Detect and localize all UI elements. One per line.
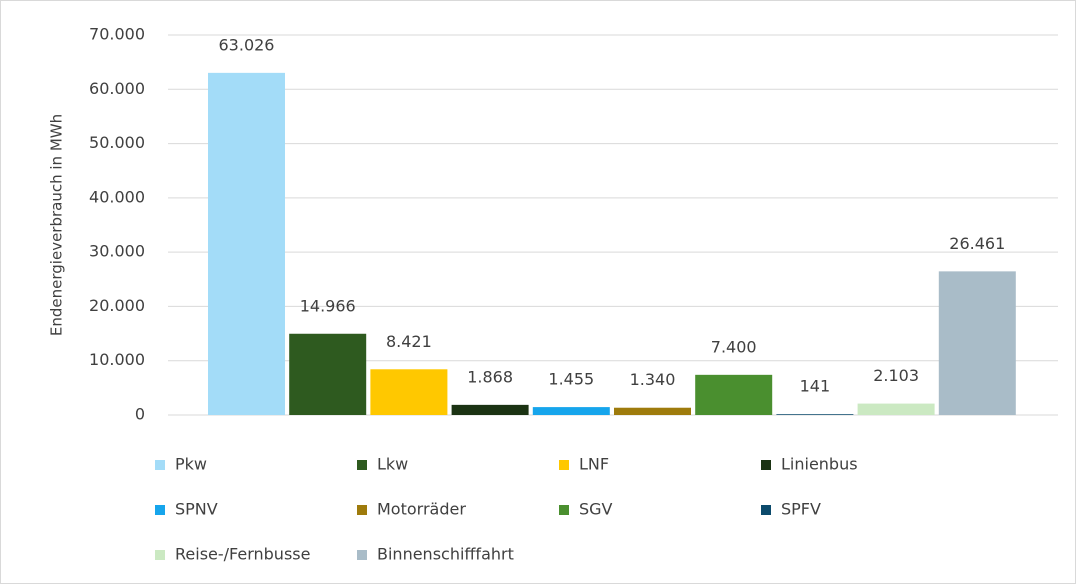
legend-label: Binnenschifffahrt: [377, 545, 514, 564]
legend-label: Linienbus: [781, 455, 858, 474]
bar: [370, 369, 448, 415]
legend-swatch: [357, 505, 367, 515]
legend-label: Reise-/Fernbusse: [175, 545, 310, 564]
bar: [451, 404, 529, 415]
y-tick-label: 70.000: [89, 25, 145, 44]
legend-label: SPNV: [175, 500, 218, 519]
legend-label: SGV: [579, 500, 613, 519]
legend-swatch: [357, 550, 367, 560]
legend-label: SPFV: [781, 500, 821, 519]
bar: [614, 407, 691, 415]
bar: [857, 403, 935, 415]
legend-swatch: [155, 460, 165, 470]
legend-swatch: [761, 460, 771, 470]
legend-swatch: [559, 505, 569, 515]
bar: [532, 407, 610, 415]
legend-swatch: [559, 460, 569, 470]
bar: [776, 414, 854, 415]
data-label: 63.026: [219, 35, 275, 54]
y-tick-label: 20.000: [89, 296, 145, 315]
legend-swatch: [357, 460, 367, 470]
data-label: 141: [800, 377, 831, 396]
legend-label: Lkw: [377, 455, 408, 474]
bar: [695, 374, 773, 415]
data-label: 1.455: [548, 370, 594, 389]
y-tick-label: 50.000: [89, 133, 145, 152]
data-label: 8.421: [386, 332, 432, 351]
legend-swatch: [761, 505, 771, 515]
legend-label: LNF: [579, 455, 609, 474]
data-label: 14.966: [300, 296, 356, 315]
legend-swatch: [155, 550, 165, 560]
y-tick-label: 30.000: [89, 242, 145, 261]
bar: [289, 333, 367, 415]
bar: [208, 72, 285, 415]
data-label: 2.103: [873, 366, 919, 385]
data-label: 1.868: [467, 367, 513, 386]
y-tick-label: 40.000: [89, 187, 145, 206]
legend-label: Pkw: [175, 455, 207, 474]
data-label: 26.461: [949, 234, 1005, 253]
y-tick-label: 10.000: [89, 350, 145, 369]
y-tick-label: 60.000: [89, 79, 145, 98]
y-axis-label: Endenergieverbrauch in MWh: [48, 114, 66, 336]
bar: [938, 271, 1016, 415]
legend-label: Motorräder: [377, 500, 466, 519]
data-label: 7.400: [711, 337, 757, 356]
legend-swatch: [155, 505, 165, 515]
y-tick-label: 0: [135, 405, 145, 424]
data-label: 1.340: [630, 370, 676, 389]
